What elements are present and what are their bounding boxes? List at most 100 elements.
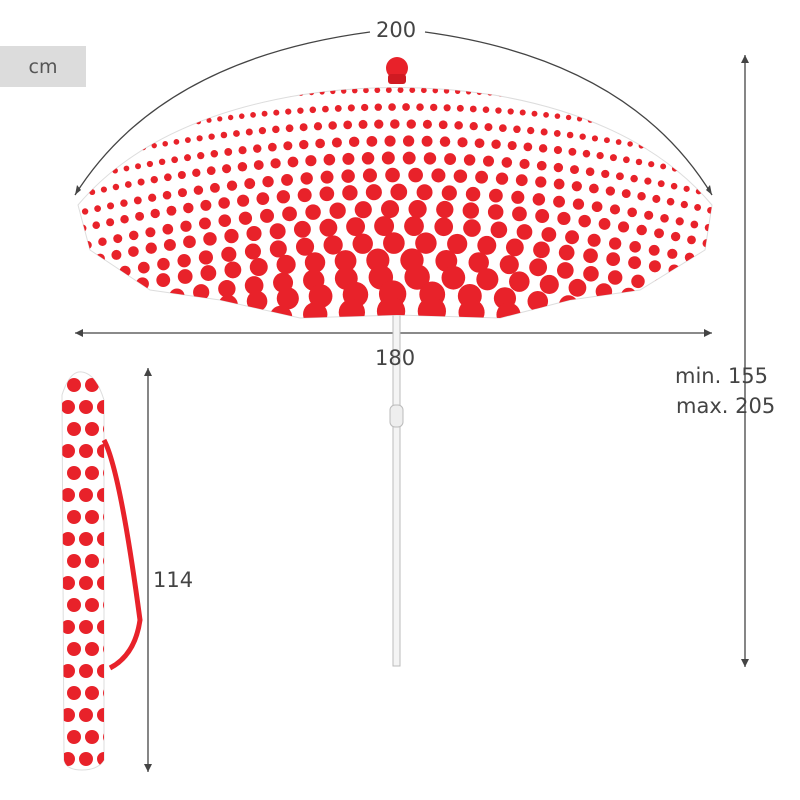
- canopy-dot: [491, 139, 501, 149]
- canopy-dot: [553, 162, 564, 173]
- canopy-dot: [285, 108, 292, 115]
- canopy-dot: [145, 242, 157, 254]
- canopy-dot: [638, 143, 644, 149]
- canopy-dot: [617, 221, 630, 233]
- canopy-dot: [185, 120, 191, 126]
- canopy-dot: [595, 316, 614, 318]
- canopy-dot: [227, 114, 234, 121]
- canopy-dot: [244, 178, 256, 189]
- bag-dot: [97, 576, 104, 590]
- canopy-dot: [475, 170, 489, 184]
- canopy-dot: [675, 332, 690, 347]
- canopy-dot: [204, 100, 209, 106]
- canopy-dot: [276, 190, 291, 204]
- bag-dot: [67, 422, 81, 436]
- canopy-dot: [666, 197, 675, 206]
- canopy-dot: [222, 164, 232, 174]
- canopy-dot: [588, 299, 606, 318]
- canopy-dot: [183, 235, 196, 249]
- bag-dot: [62, 752, 75, 766]
- canopy-dot: [180, 220, 192, 232]
- canopy-dot: [238, 309, 260, 318]
- canopy-dot: [609, 204, 621, 215]
- canopy-dot: [686, 118, 692, 124]
- canopy-dot: [164, 124, 170, 130]
- canopy-dot: [468, 252, 489, 273]
- canopy-dot: [553, 145, 563, 155]
- canopy-dot: [224, 228, 239, 244]
- canopy-dot: [648, 260, 661, 273]
- bag-dot: [62, 444, 75, 458]
- canopy-dot: [539, 274, 559, 295]
- canopy-dot: [342, 185, 358, 201]
- canopy-dot: [408, 167, 423, 183]
- canopy-dot: [683, 185, 690, 192]
- bag-dot: [62, 532, 75, 546]
- canopy-dot: [719, 343, 731, 355]
- canopy-dot: [531, 110, 538, 117]
- canopy-dot: [444, 153, 457, 165]
- canopy-dot: [106, 218, 115, 227]
- canopy-dot: [209, 314, 229, 318]
- canopy-dot: [558, 295, 578, 315]
- canopy-dot: [665, 314, 680, 318]
- canopy-dot: [556, 262, 574, 279]
- canopy-dot: [688, 320, 701, 333]
- canopy-dot: [644, 210, 654, 220]
- bag-dot: [97, 488, 104, 502]
- canopy-dot: [343, 120, 353, 130]
- canopy-dot: [640, 126, 646, 132]
- canopy-dot: [145, 227, 156, 238]
- canopy-dot: [89, 189, 96, 196]
- bag-dot: [85, 554, 99, 568]
- canopy-dot: [300, 172, 313, 185]
- canopy-dot: [218, 280, 236, 298]
- canopy-dot: [65, 294, 75, 304]
- canopy-dot: [667, 297, 681, 311]
- canopy-dot: [208, 133, 215, 140]
- canopy-dot: [109, 117, 115, 123]
- canopy-dot: [499, 255, 519, 275]
- canopy-dot: [465, 89, 472, 95]
- canopy-dot: [133, 130, 138, 136]
- canopy-dot: [135, 163, 142, 170]
- bag-dot: [79, 752, 93, 766]
- canopy-dot: [598, 218, 611, 230]
- canopy-dot: [670, 182, 678, 190]
- canopy-dot: [529, 258, 548, 277]
- canopy-dot: [456, 104, 464, 112]
- canopy-dot: [539, 95, 545, 101]
- canopy-dot: [270, 158, 281, 169]
- canopy-dot: [198, 250, 214, 265]
- bag-dot: [67, 466, 81, 480]
- canopy-dot: [558, 244, 575, 261]
- canopy-dot: [137, 261, 150, 274]
- canopy-dot: [513, 125, 521, 134]
- canopy-dot: [70, 144, 75, 149]
- canopy-dot: [206, 166, 216, 176]
- canopy-dot: [702, 156, 708, 162]
- canopy-dot: [269, 223, 286, 240]
- canopy-dot: [404, 216, 424, 236]
- canopy-dot: [519, 109, 526, 116]
- canopy-dot: [111, 249, 122, 260]
- canopy-dot: [615, 304, 633, 318]
- arrowheads: [75, 55, 749, 772]
- canopy-dot: [693, 288, 705, 299]
- canopy-dot: [695, 188, 702, 195]
- canopy-dot: [432, 87, 439, 94]
- canopy-dot: [657, 180, 665, 188]
- canopy-dot: [619, 122, 625, 128]
- canopy-dot: [684, 252, 695, 263]
- canopy-dot: [623, 156, 630, 164]
- canopy-dot: [218, 214, 232, 227]
- bag-dot: [67, 554, 81, 568]
- canopy-dot: [361, 103, 369, 112]
- bag-dot: [97, 752, 104, 766]
- canopy-dot: [361, 152, 375, 165]
- canopy-dot: [507, 108, 514, 115]
- canopy-dot: [218, 294, 238, 315]
- canopy-dot: [635, 158, 643, 166]
- canopy-dot: [147, 292, 162, 307]
- canopy-dot: [331, 137, 342, 148]
